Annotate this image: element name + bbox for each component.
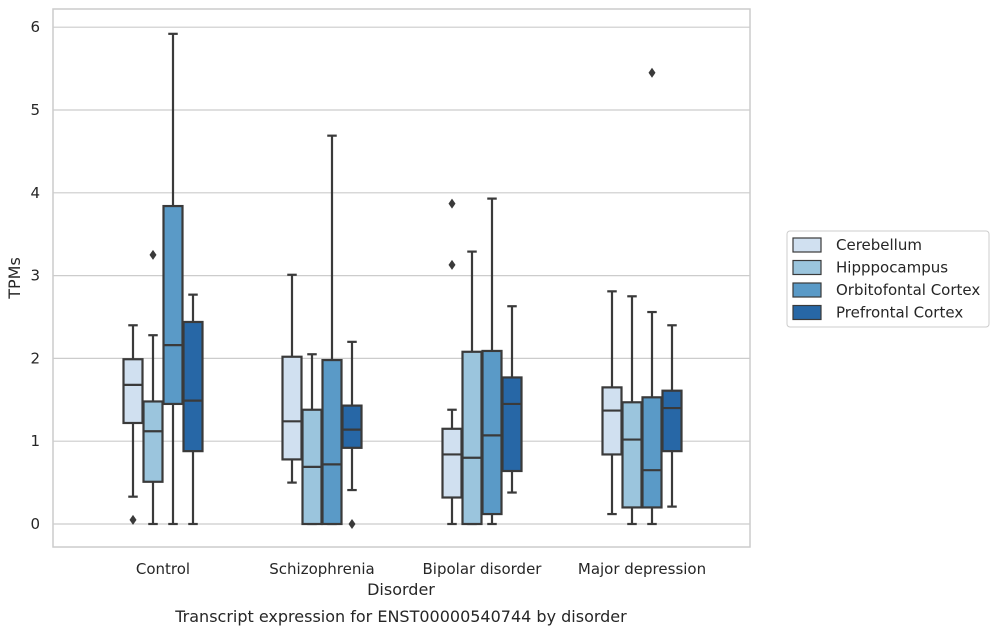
outlier-marker-0 [348,519,356,529]
box-1-2 [461,250,483,526]
legend-label: Orbitofontal Cortex [836,281,980,299]
x-axis-title: Disorder [367,580,435,599]
box-body [481,349,503,516]
outlier-marker-0 [448,259,456,270]
box-0-3 [601,290,623,516]
box-2-0 [162,32,184,526]
legend-swatch [792,259,822,276]
legend-item-cerebellum: Cerebellum [792,236,922,254]
box-3-1 [341,340,363,529]
y-tick-label-5: 5 [30,101,40,119]
box-0-0 [122,324,144,525]
x-tick-labels: Control Schizophrenia Bipolar disorder Majo… [136,560,706,578]
outlier-marker-0 [149,249,157,260]
legend-swatch [792,304,822,321]
box-body [321,358,343,526]
x-tick-label-major-depression: Major depression [578,560,706,578]
box-1-0 [142,249,164,526]
box-1-1 [301,353,323,526]
legend-label: Cerebellum [836,236,922,254]
y-tick-label-4: 4 [30,184,40,202]
box-body [122,358,144,425]
outlier-marker-0 [129,514,137,525]
y-tick-label-2: 2 [30,349,40,367]
boxes [122,32,683,529]
y-tick-label-6: 6 [30,18,40,36]
x-tick-label-control: Control [136,560,190,578]
box-body [461,350,483,526]
box-2-3 [641,67,663,526]
box-body [281,355,303,461]
box-body [661,389,683,453]
x-tick-label-bipolar-disorder: Bipolar disorder [423,560,543,578]
box-2-2 [481,197,503,526]
legend: Cerebellum Hipppocampus Orbitofontal Corte… [786,230,990,328]
chart-caption: Transcript expression for ENST0000054074… [174,607,627,626]
box-body [142,400,164,483]
x-tick-label-schizophrenia: Schizophrenia [269,560,374,578]
box-2-1 [321,134,343,526]
box-3-2 [501,305,523,494]
box-body [621,401,643,509]
y-tick-labels: 0 1 2 3 4 5 6 [30,18,40,533]
box-body [182,320,204,453]
box-0-2 [441,198,463,526]
y-tick-label-0: 0 [30,515,40,533]
legend-item-hipppocampus: Hipppocampus [792,259,948,277]
legend-swatch [792,237,822,253]
box-1-3 [621,295,643,526]
box-body [501,376,523,473]
y-tick-label-1: 1 [30,432,40,450]
legend-frame [786,230,990,328]
box-body [441,427,463,499]
y-axis-title: TPMs [5,257,24,300]
plot-frame [52,8,751,548]
y-tick-label-3: 3 [30,267,40,285]
box-3-3 [661,324,683,508]
box-body [641,396,663,509]
legend-item-orbitofontal-cortex: Orbitofontal Cortex [792,281,980,299]
box-3-0 [182,293,204,526]
legend-label: Prefrontal Cortex [836,304,963,322]
legend-label: Hipppocampus [836,259,948,277]
box-body [162,204,184,406]
outlier-marker-1 [448,198,456,209]
box-body [601,386,623,456]
legend-item-prefrontal-cortex: Prefrontal Cortex [792,304,963,322]
box-body [341,404,363,449]
outlier-marker-0 [648,67,656,78]
legend-swatch [792,282,822,298]
box-0-1 [281,273,303,484]
